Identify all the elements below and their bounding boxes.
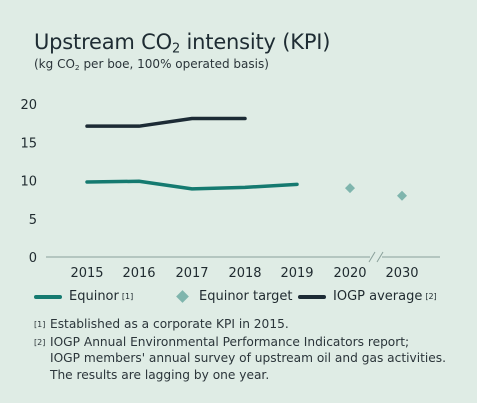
- legend-item-equinor-target: Equinor target: [172, 289, 293, 304]
- chart-subtitle: (kg CO2 per boe, 100% operated basis): [34, 57, 269, 72]
- x-tick-label: 2017: [175, 266, 208, 281]
- y-tick-label: 0: [29, 251, 37, 266]
- series-line-equinor: [85, 179, 299, 191]
- x-tick-label: 2020: [333, 266, 366, 281]
- legend-label-equinor: Equinor: [69, 289, 119, 304]
- legend-swatch-target: [176, 290, 189, 303]
- x-tick-label: 2016: [122, 266, 155, 281]
- axis-break-gap: [370, 251, 382, 263]
- footnote-2-text: IOGP Annual Environmental Performance In…: [50, 334, 446, 382]
- legend-note-iogp: [2]: [425, 292, 437, 301]
- footnote-1-mark: [1]: [34, 320, 46, 329]
- x-tick-label: 2018: [228, 266, 261, 281]
- axis-break-mark: [376, 251, 384, 263]
- axis-break-mark: [368, 251, 376, 263]
- y-tick-label: 15: [20, 136, 37, 151]
- legend-item-iogp: IOGP average [2]: [298, 289, 437, 304]
- chart-title: Upstream CO2 intensity (KPI): [34, 30, 331, 57]
- y-tick-label: 5: [29, 213, 37, 228]
- y-tick-label: 20: [20, 98, 37, 113]
- legend-note-equinor: [1]: [121, 292, 134, 301]
- x-tick-label: 2019: [280, 266, 313, 281]
- footnote-2: [2] IOGP Annual Environmental Performanc…: [34, 334, 464, 384]
- legend-label-iogp: IOGP average: [333, 289, 423, 304]
- x-tick-label: 2015: [70, 266, 103, 281]
- legend-item-equinor: Equinor [1]: [34, 289, 133, 304]
- legend-swatch-iogp: [298, 294, 326, 299]
- series-line-iogp-average: [85, 116, 247, 128]
- legend-swatch-equinor: [34, 294, 62, 299]
- chart-legend: Equinor [1] Equinor target IOGP average …: [0, 289, 477, 309]
- target-point: [397, 190, 407, 201]
- footnotes: [1] Established as a corporate KPI in 20…: [34, 316, 464, 383]
- target-point: [345, 183, 355, 194]
- footnote-1-text: Established as a corporate KPI in 2015.: [50, 317, 289, 331]
- legend-label-target: Equinor target: [199, 289, 293, 304]
- chart-area: 0 5 10 15 20 2015 2016 2017 2018 2019 2020 2030: [20, 98, 440, 281]
- footnote-2-mark: [2]: [34, 337, 46, 347]
- x-tick-label: 2030: [385, 266, 418, 281]
- footnote-1: [1] Established as a corporate KPI in 20…: [34, 316, 464, 334]
- y-tick-label: 10: [20, 175, 37, 190]
